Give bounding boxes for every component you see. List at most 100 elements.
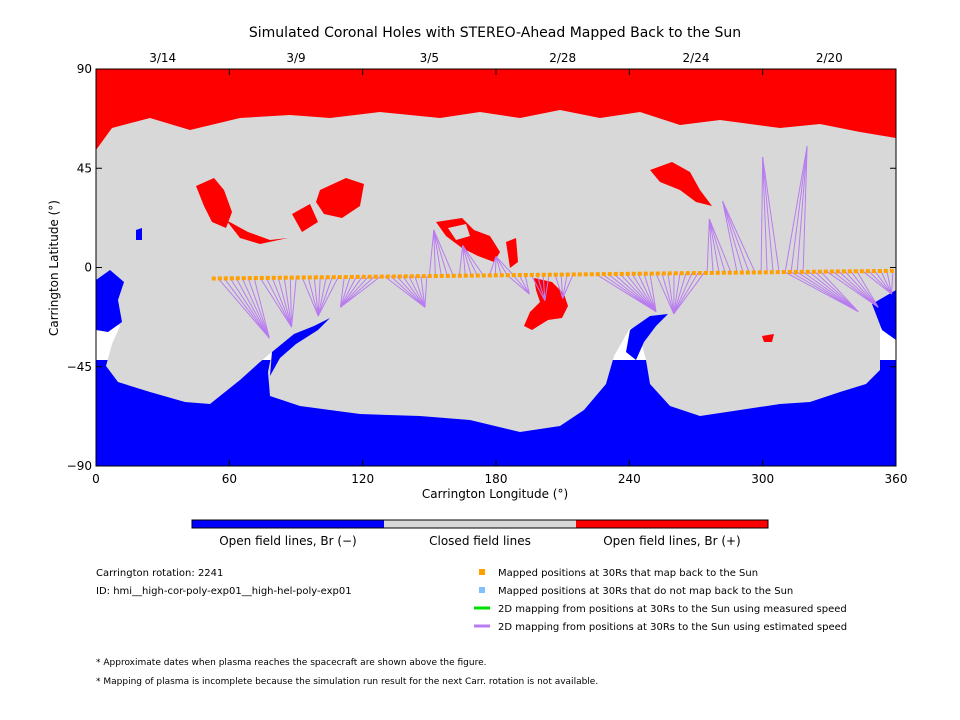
mapped-point — [571, 272, 576, 277]
mapping-lines-layer — [217, 146, 894, 339]
mapped-point — [337, 275, 342, 280]
colorbar-label-closed: Closed field lines — [429, 534, 531, 548]
mapped-point — [325, 275, 330, 280]
x-tick-label: 300 — [751, 472, 774, 486]
mapping-line — [832, 271, 879, 308]
open-positive-blob — [226, 220, 288, 244]
mapped-point — [349, 274, 354, 279]
mapped-point — [595, 272, 600, 277]
open-positive-blob — [506, 238, 518, 268]
mapping-line — [402, 276, 426, 308]
mapping-line — [259, 277, 292, 328]
mapped-point — [397, 274, 402, 279]
axes-layer: 0 60 120 180 240 300 360 −90 −45 0 45 90 3/14 3/9 3/5 2… — [67, 51, 908, 486]
mapped-point — [403, 274, 408, 279]
mapping-line — [667, 273, 675, 314]
mapped-point — [289, 275, 294, 280]
mapping-line — [673, 273, 687, 314]
x-tick-label: 180 — [485, 472, 508, 486]
mapped-point — [559, 272, 564, 277]
mapping-line — [414, 276, 426, 308]
mapping-line — [643, 273, 657, 312]
mapped-point — [385, 274, 390, 279]
mapping-line — [784, 271, 859, 313]
mapped-point — [535, 272, 540, 277]
mapped-point — [241, 276, 246, 281]
mapped-point — [463, 273, 468, 278]
x-tick-label: 360 — [885, 472, 908, 486]
mapped-point — [439, 273, 444, 278]
open-negative-extension — [270, 318, 330, 376]
mapped-point — [373, 274, 378, 279]
mapping-line — [607, 273, 657, 313]
mapped-point — [793, 269, 798, 274]
mapping-line — [253, 277, 270, 339]
mapped-point — [541, 272, 546, 277]
legend-label-unmapped: Mapped positions at 30Rs that do not map… — [498, 586, 793, 597]
chart-title: Simulated Coronal Holes with STEREO-Ahea… — [249, 25, 741, 41]
mapping-line — [518, 274, 530, 295]
colorbar-label-positive: Open field lines, Br (+) — [603, 534, 741, 548]
mapping-line — [886, 270, 893, 295]
colorbar: Open field lines, Br (−) Closed field li… — [191, 519, 769, 548]
mapped-point — [805, 269, 810, 274]
mapping-line — [673, 273, 681, 314]
mapping-line — [462, 245, 478, 276]
mapped-point — [637, 271, 642, 276]
mapping-line — [317, 276, 339, 317]
mapping-line — [856, 270, 879, 308]
open-positive-blob — [196, 178, 232, 228]
mapping-line — [708, 218, 726, 273]
mapping-line — [796, 146, 808, 272]
legend-label-measured: 2D mapping from positions at 30Rs to the… — [498, 604, 847, 615]
x-tick-label: 240 — [618, 472, 641, 486]
mapping-line — [340, 276, 369, 308]
top-date-label: 3/9 — [286, 51, 305, 65]
mapped-point — [781, 270, 786, 275]
mapped-point — [259, 275, 264, 280]
mapping-line — [317, 277, 321, 317]
mapping-line — [722, 201, 744, 273]
mapping-line — [536, 274, 546, 301]
mapping-line — [625, 273, 657, 312]
mapping-line — [784, 146, 808, 273]
mapping-line — [390, 276, 426, 308]
colorbar-label-negative: Open field lines, Br (−) — [219, 534, 357, 548]
mapping-line — [283, 277, 293, 328]
mapping-line — [494, 256, 497, 276]
mapped-point — [745, 270, 750, 275]
mapping-line — [673, 272, 705, 315]
mapped-point — [283, 275, 288, 280]
run-id-text: ID: hmi__high-cor-poly-exp01__high-hel-p… — [96, 586, 352, 597]
mapped-point — [853, 269, 858, 274]
mapped-point — [703, 270, 708, 275]
colorbar-positive — [576, 520, 768, 528]
mapping-line — [396, 276, 426, 308]
footnote-incomplete: * Mapping of plasma is incomplete becaus… — [96, 677, 598, 687]
mapped-point — [421, 274, 426, 279]
mapped-point — [643, 271, 648, 276]
top-date-label: 2/24 — [683, 51, 710, 65]
mapped-point — [313, 275, 318, 280]
mapping-line — [802, 271, 859, 313]
mapped-point — [367, 274, 372, 279]
mapped-point — [553, 272, 558, 277]
mapping-line — [808, 271, 859, 313]
mapping-line — [307, 277, 319, 317]
colorbar-negative — [192, 520, 384, 528]
mapping-line — [317, 277, 333, 317]
mapping-line — [340, 276, 357, 308]
y-tick-label: −90 — [67, 459, 92, 473]
mapping-line — [891, 270, 894, 294]
mapped-point — [457, 273, 462, 278]
mapped-point — [235, 276, 240, 281]
mapped-point — [865, 269, 870, 274]
mapped-point — [697, 271, 702, 276]
mapped-point — [415, 274, 420, 279]
mapping-line — [708, 218, 720, 273]
mapped-point — [721, 270, 726, 275]
mapping-line — [850, 271, 879, 308]
mapped-point — [763, 270, 768, 275]
legend: Mapped positions at 30Rs that map back t… — [474, 568, 847, 633]
mapping-line — [313, 277, 319, 317]
